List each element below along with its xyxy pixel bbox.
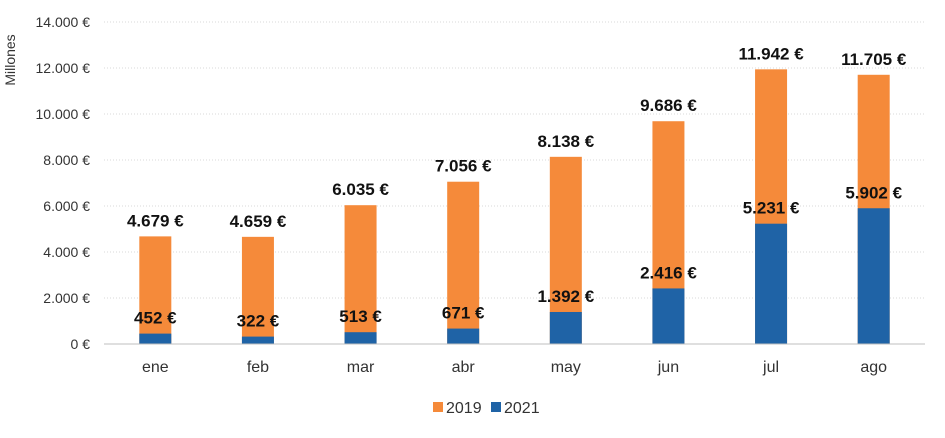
data-label-2019: 9.686 € [640,96,697,115]
data-label-2021: 452 € [134,309,177,328]
x-tick-label: ene [142,359,169,376]
bar-2021-feb [241,336,274,344]
bar-2019-mar [344,205,377,344]
legend-label-2019: 2019 [446,400,482,417]
y-tick-label: 10.000 € [36,106,91,122]
data-label-2021: 1.392 € [537,287,594,306]
data-label-2019: 7.056 € [435,157,492,176]
data-label-2019: 6.035 € [332,180,389,199]
bar-2021-abr [447,328,480,344]
data-label-2021: 513 € [339,307,382,326]
legend-swatch-2021 [491,402,501,412]
y-tick-label: 0 € [71,336,91,352]
legend-swatch-2019 [433,402,443,412]
y-tick-label: 12.000 € [36,60,91,76]
data-label-2019: 11.705 € [841,50,907,69]
bars [139,69,890,345]
data-label-2019: 4.679 € [127,211,184,230]
y-tick-label: 14.000 € [36,14,91,30]
data-label-2021: 322 € [237,312,280,331]
data-label-2021: 2.416 € [640,263,697,282]
x-tick-label: may [551,359,581,376]
bar-2019-abr [447,181,480,344]
data-label-2021: 5.902 € [845,183,902,202]
data-label-2019: 8.138 € [537,132,594,151]
data-label-2021: 5.231 € [743,199,800,218]
bar-2021-jul [755,223,788,344]
y-tick-label: 2.000 € [43,290,90,306]
y-axis-ticks: 0 € 2.000 € 4.000 € 6.000 € 8.000 € 10.000 € 1… [36,14,91,352]
x-tick-label: ago [860,359,887,376]
bar-2021-ene [139,333,172,344]
y-tick-label: 8.000 € [43,152,90,168]
x-axis-ticks: ene feb mar abr may jun jul ago [142,359,887,376]
bar-2019-feb [241,236,274,344]
data-labels: 4.679 € 452 € 4.659 € 322 € 6.035 € 513 € 7.05… [127,44,907,330]
bar-2021-ago [857,208,890,344]
x-tick-label: mar [347,359,375,376]
data-label-2019: 11.942 € [738,44,804,63]
bar-2021-mar [344,332,377,344]
legend-label-2021: 2021 [504,400,540,417]
x-tick-label: jun [657,359,679,376]
y-axis-label: Millones [2,34,18,85]
gridlines [104,21,925,299]
bar-2021-jun [652,288,685,344]
bar-2021-may [549,311,582,344]
y-tick-label: 6.000 € [43,198,90,214]
data-label-2019: 4.659 € [230,212,287,231]
bar-2019-ene [139,236,172,344]
x-tick-label: abr [452,359,476,376]
legend: 2019 2021 [433,400,540,417]
y-tick-label: 4.000 € [43,244,90,260]
data-label-2021: 671 € [442,304,485,323]
x-tick-label: feb [247,359,269,376]
x-tick-label: jul [762,359,779,376]
